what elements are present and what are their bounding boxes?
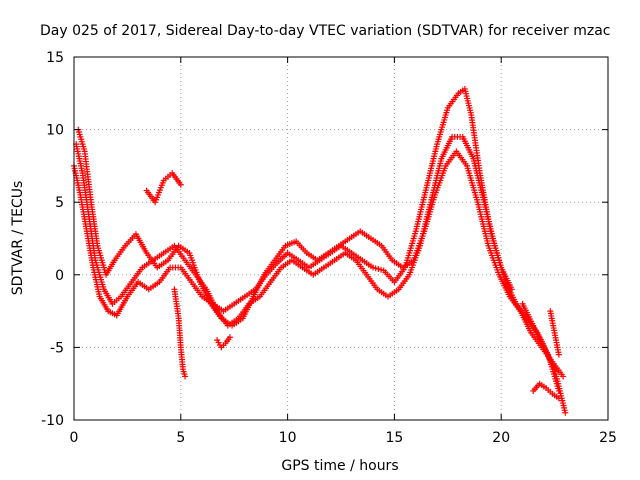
y-tick-label: 15 [46,50,64,66]
x-axis-label: GPS time / hours [281,458,398,474]
series-markers [75,126,567,380]
series-track-5 [171,286,189,380]
series-track-1 [71,85,515,319]
axis-ticks: 0 5 10 15 20 25 -10 -5 0 5 10 15 [41,50,617,446]
series-track-8 [530,380,562,402]
data-points [71,85,569,416]
x-tick-label: 20 [492,430,510,446]
series-track-9 [547,308,562,358]
series-markers [214,334,233,351]
series-track-7 [519,300,569,416]
series-track-4 [143,170,184,206]
y-tick-label: -10 [41,413,64,429]
series-markers [519,300,569,416]
series-markers [547,308,562,358]
y-tick-label: -5 [50,340,64,356]
x-tick-label: 10 [279,430,297,446]
series-track-3 [75,126,567,380]
series-markers [143,170,184,206]
series-markers [71,85,515,319]
series-track-6 [214,334,233,351]
plot-frame [73,56,609,421]
x-tick-label: 15 [385,430,403,446]
series-markers [530,380,562,402]
x-tick-label: 5 [176,430,185,446]
chart-title: Day 025 of 2017, Sidereal Day-to-day VTE… [40,23,610,39]
series-markers [171,286,189,380]
grid-lines [74,57,608,420]
x-tick-label: 25 [599,430,617,446]
y-tick-label: 0 [55,268,64,284]
y-tick-label: 10 [46,123,64,139]
y-axis-label: SDTVAR / TECUs [10,181,26,296]
y-tick-label: 5 [55,195,64,211]
x-tick-label: 0 [70,430,79,446]
